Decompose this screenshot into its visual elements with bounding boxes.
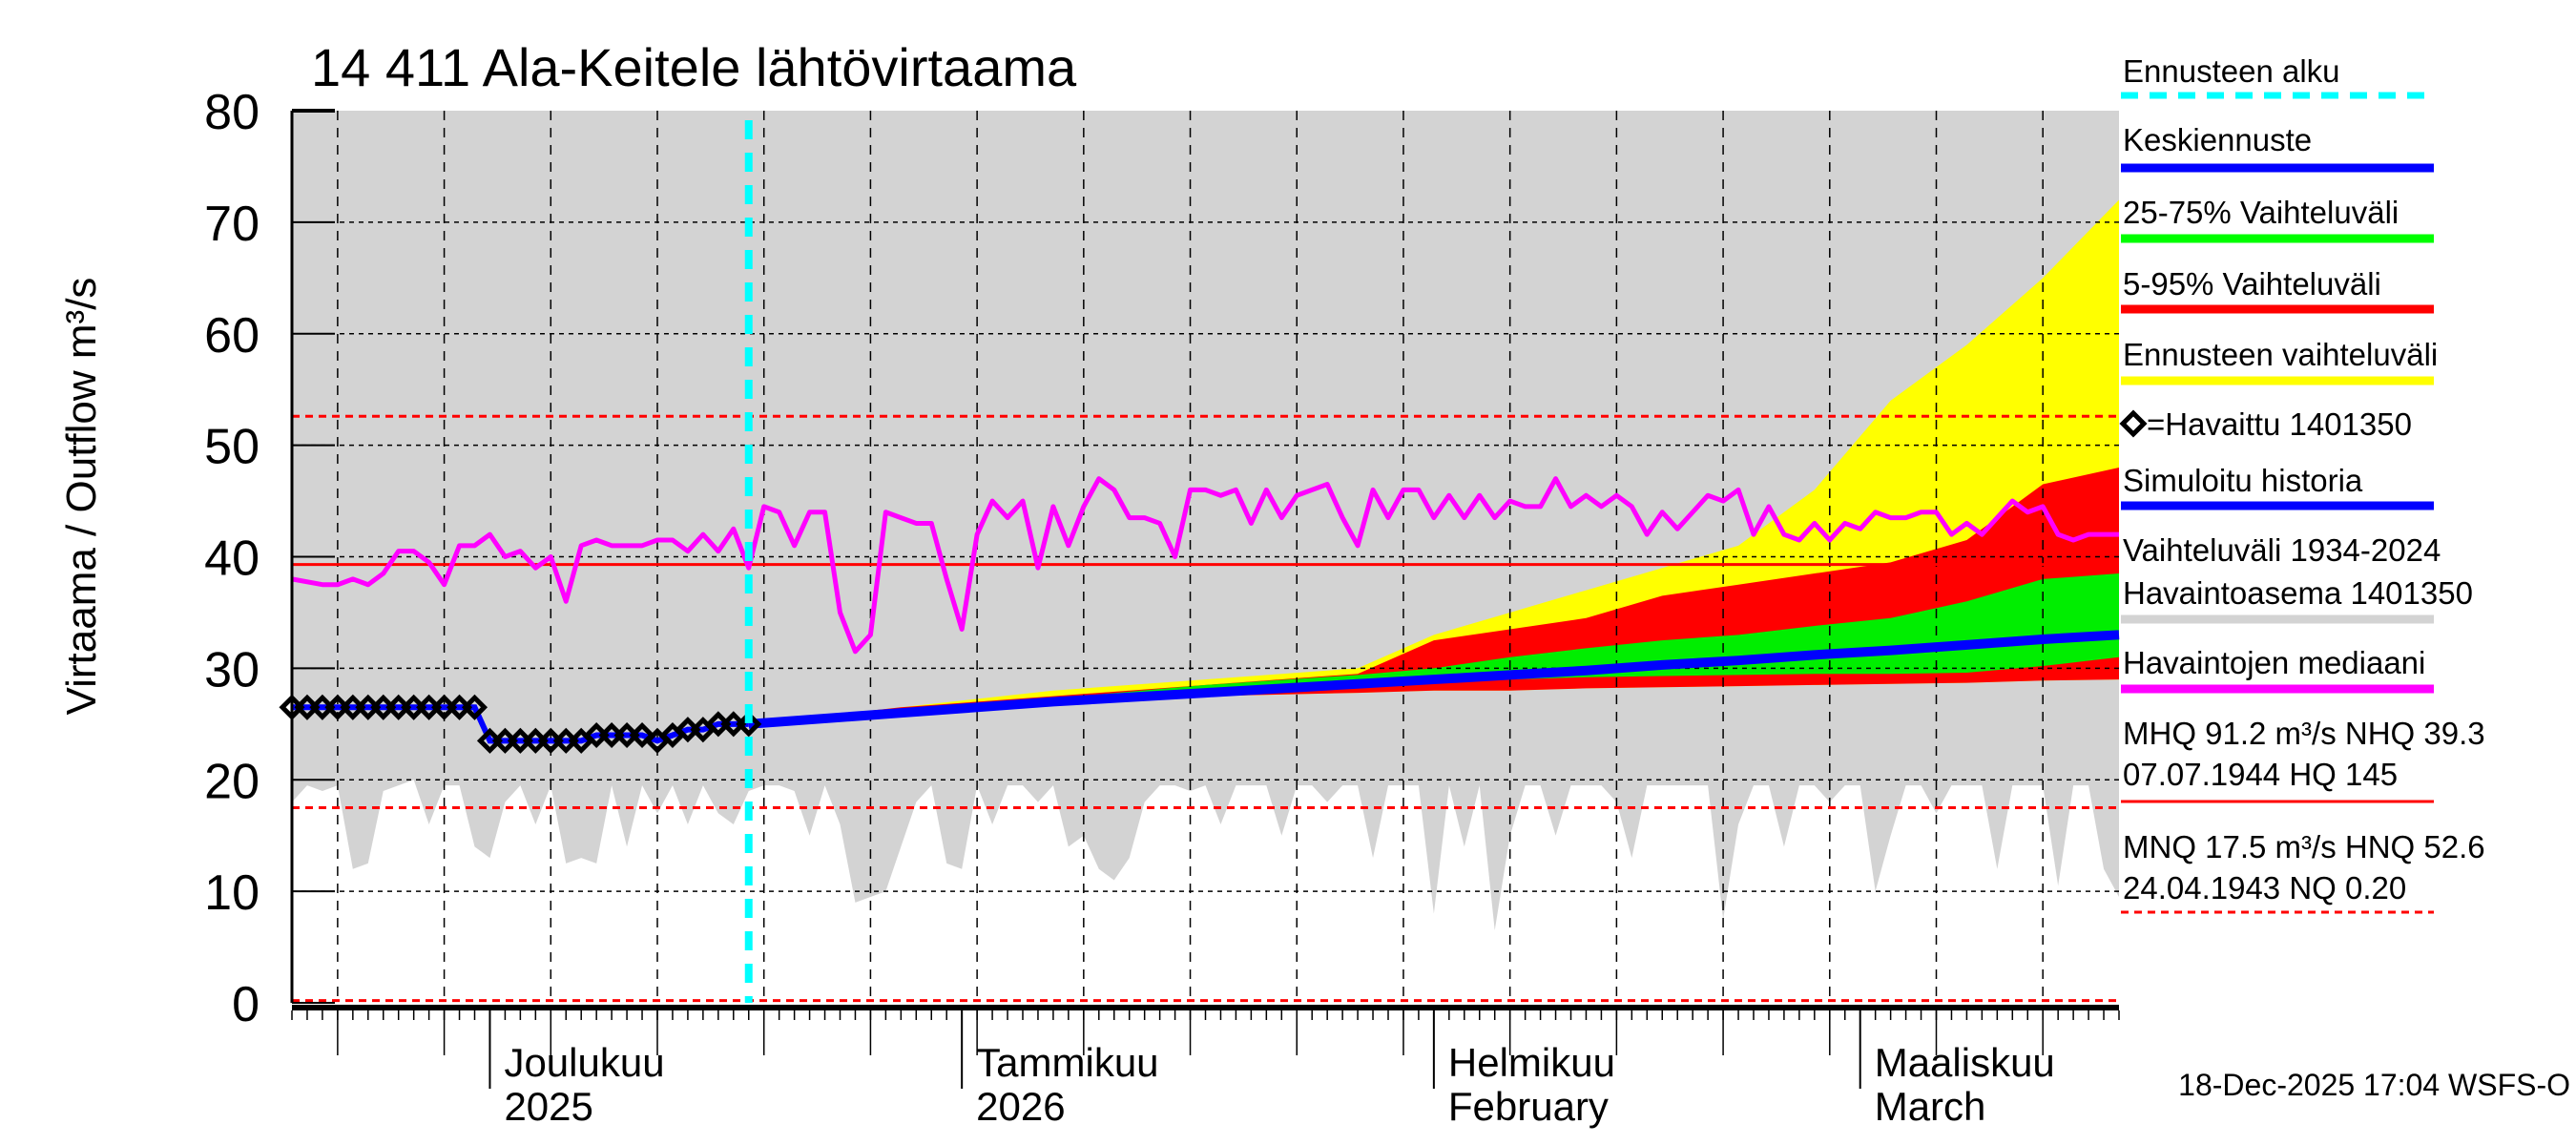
timestamp: 18-Dec-2025 17:04 WSFS-O: [2178, 1068, 2570, 1102]
observed-marker: [476, 727, 503, 754]
y-tick-label: 0: [232, 977, 260, 1032]
legend-item: Ennusteen vaihteluväli: [2121, 337, 2438, 385]
y-axis-label: Virtaama / Outflow m³/s: [58, 278, 105, 716]
legend-label: 5-95% Vaihteluväli: [2123, 266, 2381, 302]
observed-line: [292, 704, 749, 744]
legend-label: MNQ 17.5 m³/s HNQ 52.6: [2123, 829, 2485, 864]
observed-marker: [675, 717, 701, 743]
observed-marker: [598, 721, 625, 749]
month-label-secondary: February: [1448, 1084, 1609, 1129]
observed-marker: [507, 727, 533, 754]
observed-marker: [491, 727, 518, 754]
legend-item: MHQ 91.2 m³/s NHQ 39.3 07.07.1944 HQ 145: [2121, 716, 2485, 803]
observed-marker: [324, 694, 351, 720]
y-tick-label: 40: [204, 531, 260, 587]
observed-marker: [705, 711, 732, 738]
observed-marker-icon: [2119, 409, 2148, 438]
observed-marker: [552, 727, 579, 754]
legend-label: Havaintojen mediaani: [2123, 645, 2425, 680]
legend-label: Vaihteluväli 1934-2024: [2123, 532, 2441, 568]
legend-item: Ennusteen alku: [2121, 53, 2434, 99]
legend-item: Havaintojen mediaani: [2121, 645, 2434, 694]
observed-marker: [613, 721, 640, 749]
series-keskiennuste: [748, 630, 2120, 729]
month-label-secondary: 2026: [976, 1084, 1065, 1129]
observed-marker: [522, 727, 549, 754]
month-label: Maaliskuu: [1875, 1040, 2055, 1085]
observed-marker: [294, 694, 321, 720]
month-label: Joulukuu: [504, 1040, 664, 1085]
legend-label: 25-75% Vaihteluväli: [2123, 195, 2399, 230]
legend-item: 5-95% Vaihteluväli: [2121, 266, 2434, 314]
y-tick-label: 80: [204, 85, 260, 140]
y-tick-label: 60: [204, 308, 260, 364]
observed-marker: [583, 721, 610, 749]
legend-label: Keskiennuste: [2123, 122, 2312, 157]
legend-item: Keskiennuste: [2121, 122, 2434, 173]
observed-marker: [370, 694, 397, 720]
y-tick-label: 30: [204, 642, 260, 697]
month-label-secondary: March: [1875, 1084, 1986, 1129]
observed-marker: [401, 694, 427, 720]
y-tick-label: 70: [204, 197, 260, 252]
observed-marker: [461, 694, 488, 720]
legend-label: =Havaittu 1401350: [2147, 406, 2412, 442]
month-label-secondary: 2025: [504, 1084, 592, 1129]
observed-marker: [385, 694, 412, 720]
legend-item: Simuloitu historia: [2121, 463, 2434, 510]
observed-marker: [340, 694, 366, 720]
chart-title: 14 411 Ala-Keitele lähtövirtaama: [311, 37, 1077, 97]
legend-label: Simuloitu historia: [2123, 463, 2363, 498]
observed-marker: [431, 694, 458, 720]
legend-label: Ennusteen vaihteluväli: [2123, 337, 2438, 372]
legend-item: Vaihteluväli 1934-2024 Havaintoasema 1401…: [2121, 532, 2473, 624]
legend-label-secondary: 24.04.1943 NQ 0.20: [2123, 870, 2406, 906]
observed-marker: [720, 711, 747, 738]
observed-marker: [309, 694, 336, 720]
legend-label-secondary: 07.07.1944 HQ 145: [2123, 757, 2398, 792]
y-tick-label: 10: [204, 865, 260, 921]
observed-marker: [537, 727, 564, 754]
observed-marker: [447, 694, 473, 720]
observed-marker: [355, 694, 382, 720]
observed-marker: [416, 694, 443, 720]
legend-item: MNQ 17.5 m³/s HNQ 52.6 24.04.1943 NQ 0.20: [2121, 829, 2485, 914]
month-label: Tammikuu: [976, 1040, 1158, 1085]
y-tick-label: 20: [204, 754, 260, 809]
y-tick-label: 50: [204, 420, 260, 475]
legend-label: MHQ 91.2 m³/s NHQ 39.3: [2123, 716, 2485, 751]
legend-label-secondary: Havaintoasema 1401350: [2123, 575, 2473, 611]
legend-item: 25-75% Vaihteluväli: [2121, 195, 2434, 243]
legend-label: Ennusteen alku: [2123, 53, 2340, 89]
observed-marker: [279, 694, 305, 720]
legend-item: =Havaittu 1401350: [2119, 406, 2412, 442]
month-label: Helmikuu: [1448, 1040, 1615, 1085]
series-havaintojen-mediaani: [291, 476, 2119, 655]
